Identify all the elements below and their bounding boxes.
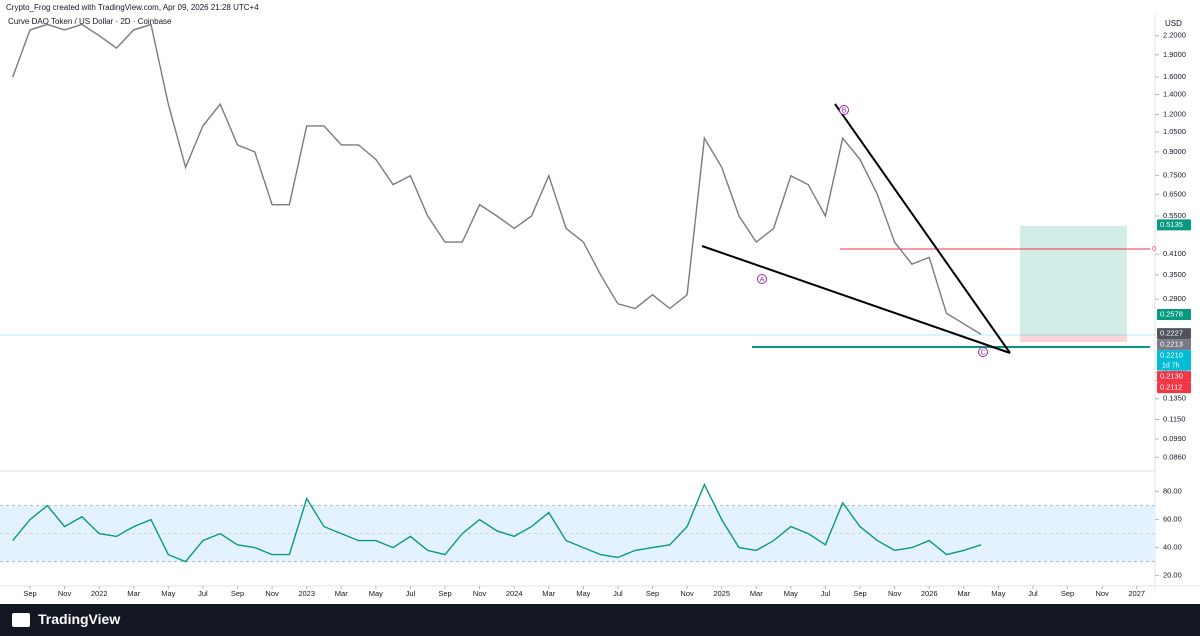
x-tick-label: Nov	[265, 589, 279, 598]
background	[0, 0, 1200, 604]
chart: Crypto_Frog created with TradingView.com…	[0, 0, 1200, 604]
symbol-legend: Curve DAO Token / US Dollar · 2D · Coinb…	[8, 17, 172, 26]
x-tick-label: Sep	[231, 589, 244, 598]
price-label: 0.2578	[1160, 310, 1183, 319]
y-tick-label: 0.3500	[1163, 270, 1186, 279]
wave-marker	[839, 105, 849, 115]
y-tick-label: 1.6000	[1163, 72, 1186, 81]
y-tick-label: 40.00	[1163, 543, 1182, 552]
y-tick-label: 20.00	[1163, 571, 1182, 580]
price-label-box	[1157, 328, 1191, 340]
y-tick-label: 0.5500	[1163, 211, 1186, 220]
y-tick-label: 80.00	[1163, 487, 1182, 496]
price-label: 0.2130	[1160, 372, 1183, 381]
price-label: 0.5135	[1160, 220, 1183, 229]
x-tick-label: Mar	[335, 589, 348, 598]
x-tick-label: Nov	[1095, 589, 1109, 598]
brand: TradingView	[38, 611, 121, 627]
x-tick-label: Nov	[473, 589, 487, 598]
x-tick-label: Sep	[1061, 589, 1074, 598]
y-tick-label: 0.7500	[1163, 171, 1186, 180]
currency: USD	[1165, 19, 1182, 28]
price-label-box	[1157, 309, 1191, 321]
x-tick-label: Mar	[957, 589, 970, 598]
x-tick-label: Mar	[750, 589, 763, 598]
long-position-stop	[1020, 335, 1127, 342]
long-position-target	[1020, 226, 1127, 335]
x-tick-label: May	[784, 589, 798, 598]
price-label: 0.2213	[1160, 340, 1183, 349]
x-tick-label: 2022	[91, 589, 108, 598]
x-tick-label: May	[991, 589, 1005, 598]
y-tick-label: 60.00	[1163, 515, 1182, 524]
wave-label: B	[842, 107, 847, 114]
price-label-box	[1157, 350, 1191, 362]
price-label: 0.2210	[1160, 351, 1183, 360]
footer: TradingView	[0, 604, 1200, 636]
x-tick-label: 2027	[1128, 589, 1145, 598]
price-label: 0.2112	[1160, 383, 1182, 392]
y-tick-label: 0.0860	[1163, 452, 1186, 461]
x-tick-label: Mar	[127, 589, 140, 598]
wave-label: C	[980, 349, 985, 356]
price-line	[12, 23, 982, 335]
x-tick-label: Jul	[613, 589, 623, 598]
y-tick-label: 0.0990	[1163, 434, 1186, 443]
y-tick-label: 1.9000	[1163, 50, 1186, 59]
line-label: 0	[1152, 246, 1156, 253]
logo	[12, 613, 30, 627]
x-tick-label: Nov	[58, 589, 72, 598]
x-tick-label: May	[161, 589, 175, 598]
price-line	[12, 482, 982, 563]
annotations: A B C 0	[757, 105, 1156, 357]
y-tick-label: 0.2900	[1163, 294, 1186, 303]
x-tick-label: Sep	[853, 589, 866, 598]
x-tick-label: Jul	[1028, 589, 1038, 598]
trend-line	[834, 103, 1011, 354]
x-tick-label: May	[369, 589, 383, 598]
countdown: 1d 7h	[1162, 362, 1180, 369]
x-tick-label: 2024	[506, 589, 523, 598]
x-tick-label: 2025	[713, 589, 730, 598]
x-tick-label: Nov	[888, 589, 902, 598]
wave-marker	[757, 274, 767, 284]
x-tick-label: Sep	[23, 589, 36, 598]
x-tick-label: Mar	[542, 589, 555, 598]
price-label: 0.2227	[1160, 329, 1183, 338]
x-tick-label: Jul	[198, 589, 208, 598]
price-label-box	[1157, 382, 1191, 394]
y-tick-label: 0.1350	[1163, 394, 1186, 403]
countdown-box	[1157, 360, 1191, 371]
y-tick-label: 1.4000	[1163, 89, 1186, 98]
x-tick-label: Nov	[680, 589, 694, 598]
y-tick-label: 0.6500	[1163, 189, 1186, 198]
trend-line	[701, 245, 1011, 354]
price-label-box	[1157, 339, 1191, 351]
y-tick-label: 0.1150	[1163, 414, 1185, 423]
wave-marker	[978, 347, 988, 357]
y-tick-label: 0.4100	[1163, 249, 1186, 258]
x-tick-label: 2023	[298, 589, 315, 598]
y-tick-label: 1.0500	[1163, 127, 1186, 136]
wave-label: A	[760, 276, 765, 283]
x-tick-label: May	[576, 589, 590, 598]
x-tick-label: Jul	[821, 589, 831, 598]
price-label-box	[1157, 371, 1191, 383]
x-tick-label: Sep	[646, 589, 659, 598]
x-tick-label: Sep	[438, 589, 451, 598]
y-tick-label: 0.9000	[1163, 147, 1186, 156]
header: Crypto_Frog created with TradingView.com…	[6, 3, 259, 12]
x-tick-label: Jul	[406, 589, 416, 598]
price-label-box	[1157, 219, 1191, 231]
y-tick-label: 2.2000	[1163, 31, 1186, 40]
x-tick-label: 2026	[921, 589, 938, 598]
y-tick-label: 1.2000	[1163, 110, 1186, 119]
